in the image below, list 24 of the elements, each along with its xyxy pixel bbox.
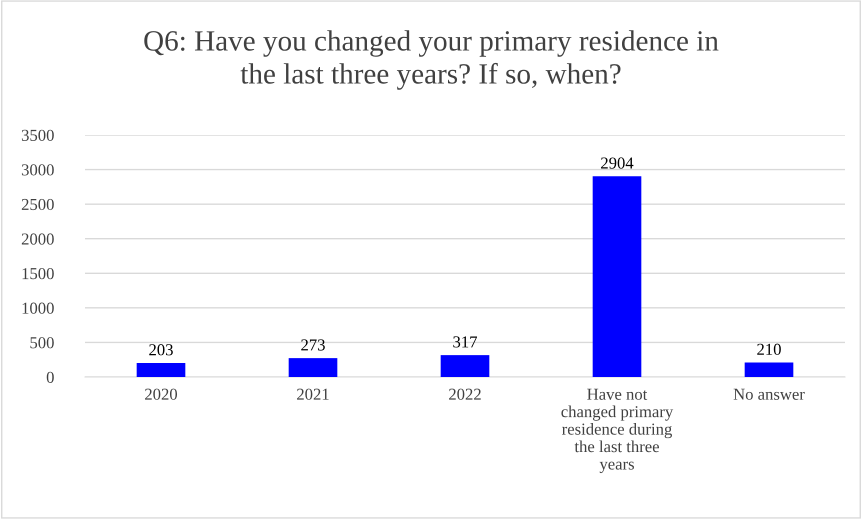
bar: [440, 355, 490, 377]
x-tick-label: Have not changed primary residence during the last three years: [561, 388, 674, 474]
y-tick-label: 2500: [22, 198, 54, 210]
bar: [288, 358, 338, 377]
x-tick-label: No answer: [734, 388, 805, 400]
data-label: 317: [453, 336, 478, 348]
y-tick-label: 1000: [22, 302, 54, 314]
x-tick-label: 2021: [297, 388, 329, 400]
y-tick-label: 3500: [22, 130, 54, 141]
y-tick-label: 500: [30, 337, 54, 348]
bar: [744, 362, 794, 377]
y-tick-label: 0: [46, 372, 54, 383]
data-label: 273: [301, 339, 325, 351]
data-label: 210: [757, 344, 781, 355]
data-label: 2904: [601, 157, 634, 169]
y-tick-label: 1500: [22, 268, 54, 280]
x-tick-label: 2020: [145, 388, 178, 400]
bar: [136, 362, 186, 377]
y-tick-label: 3000: [22, 164, 54, 176]
chart-title: Q6: Have you changed your primary residence in the last three years? If so, when?: [144, 30, 718, 90]
y-tick-label: 2000: [22, 233, 54, 245]
data-label: 203: [149, 344, 173, 356]
x-tick-label: 2022: [449, 388, 481, 400]
bar: [592, 176, 642, 377]
